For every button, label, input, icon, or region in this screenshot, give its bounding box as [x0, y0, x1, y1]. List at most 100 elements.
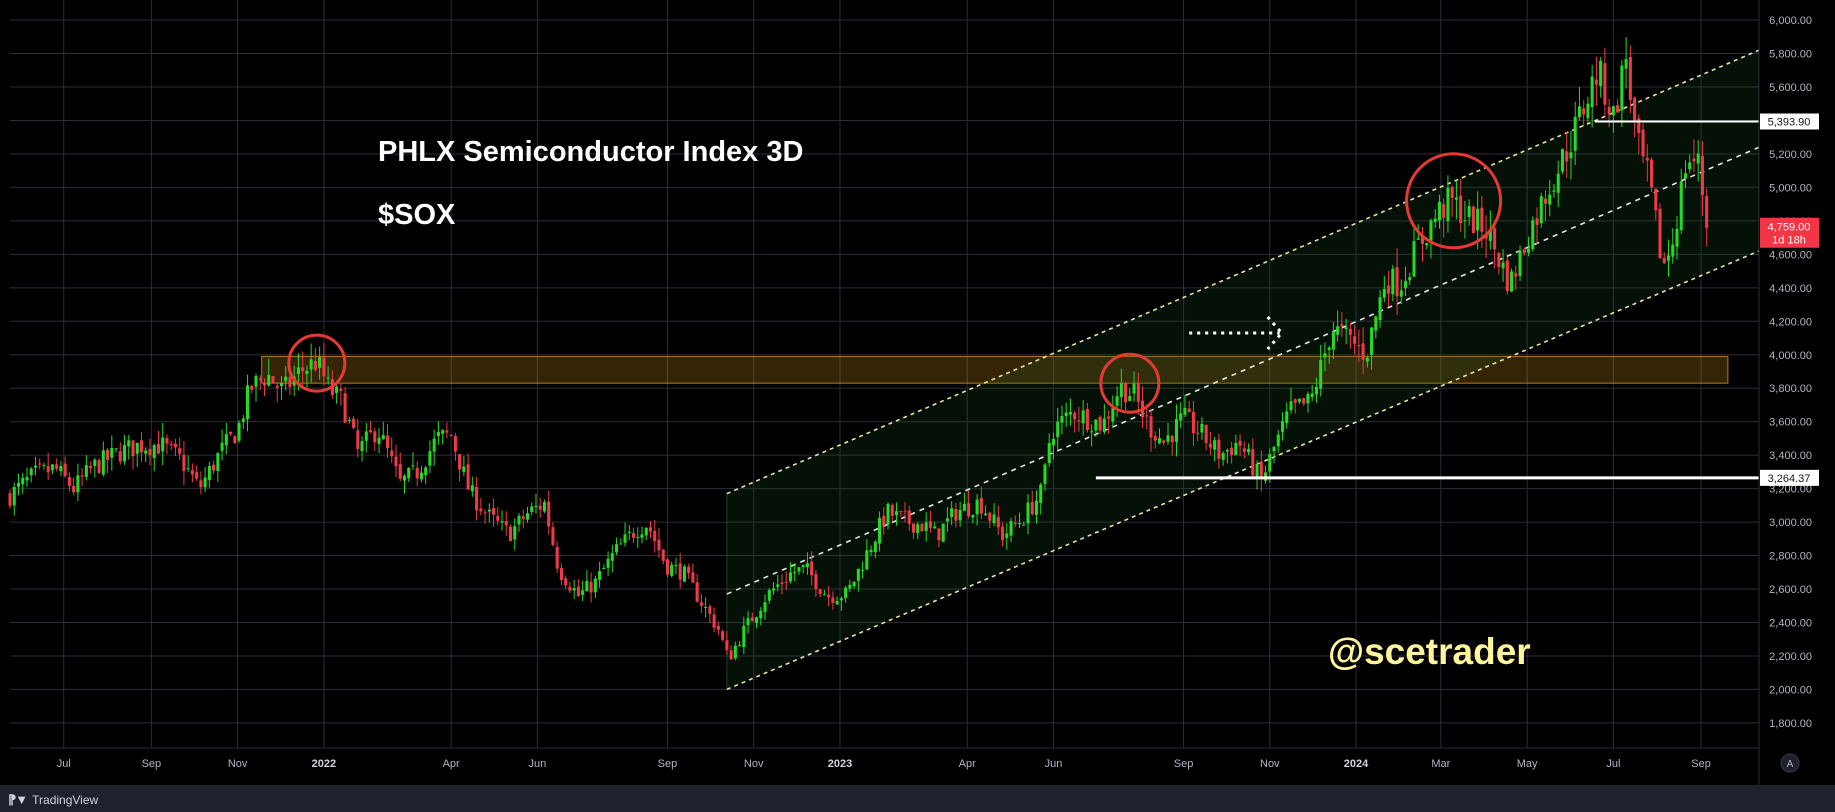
- candle-up: [1429, 220, 1433, 241]
- candle-up: [1425, 243, 1429, 246]
- price-tick-label: 2,400.00: [1769, 617, 1812, 629]
- candle-up: [1060, 416, 1064, 423]
- candle-down: [1204, 424, 1208, 444]
- candle-down: [80, 475, 84, 477]
- candle-up: [1081, 410, 1085, 424]
- candle-down: [118, 451, 122, 462]
- candle-up: [1446, 187, 1450, 222]
- current-price-countdown: 1d 18h: [1772, 235, 1806, 247]
- time-tick-label: 2022: [312, 758, 336, 770]
- price-tick-label: 5,600.00: [1769, 82, 1812, 94]
- price-tag-label: 5,393.90: [1768, 117, 1811, 129]
- candle-down: [814, 574, 818, 590]
- time-tick-label: 2023: [828, 758, 852, 770]
- candle-down: [1353, 336, 1357, 344]
- candle-up: [793, 571, 797, 573]
- candle-down: [648, 527, 653, 532]
- candle-up: [610, 553, 614, 561]
- time-tick-label: Apr: [959, 758, 976, 770]
- candle-up: [1331, 332, 1335, 350]
- candle-down: [195, 472, 199, 479]
- candle-up: [975, 499, 979, 515]
- candle-down: [131, 440, 135, 457]
- candle-up: [984, 513, 988, 516]
- candle-down: [1145, 415, 1149, 417]
- candle-down: [996, 516, 1000, 528]
- candle-up: [1094, 419, 1098, 431]
- candle-up: [1157, 438, 1162, 444]
- candle-down: [398, 464, 402, 479]
- candle-up: [1247, 448, 1251, 453]
- price-tick-label: 5,000.00: [1769, 182, 1812, 194]
- candle-down: [449, 434, 453, 436]
- candle-up: [1416, 238, 1420, 240]
- candle-down: [106, 449, 110, 460]
- candle-down: [288, 377, 292, 388]
- price-tag-bg: [1760, 113, 1819, 130]
- candle-down: [483, 512, 487, 514]
- candle-down: [632, 533, 636, 538]
- candle-up: [436, 431, 440, 436]
- tradingview-brand[interactable]: ⁋▼ TradingView: [8, 792, 98, 808]
- candle-down: [1700, 155, 1704, 196]
- candle-up: [1611, 106, 1615, 116]
- candle-up: [1501, 262, 1505, 269]
- candle-up: [1408, 277, 1412, 281]
- price-axis-panel[interactable]: [1759, 0, 1835, 785]
- candle-down: [1705, 196, 1709, 228]
- candle-up: [144, 450, 148, 454]
- candle-down: [373, 431, 377, 443]
- candle-down: [453, 436, 457, 452]
- candle-down: [1565, 151, 1569, 162]
- chart-subtitle: $SOX: [378, 199, 456, 231]
- candle-down: [1001, 526, 1005, 541]
- candle-up: [93, 459, 97, 467]
- candle-down: [979, 497, 983, 514]
- candle-down: [1658, 208, 1662, 259]
- candle-up: [1285, 411, 1289, 424]
- candle-up: [1022, 524, 1026, 526]
- candle-up: [42, 464, 46, 466]
- candle-down: [568, 586, 572, 591]
- candle-up: [254, 376, 258, 387]
- candle-down: [1170, 435, 1174, 443]
- candle-up: [606, 558, 610, 568]
- channel-upper-line: [726, 49, 1760, 495]
- candle-down: [415, 467, 419, 479]
- candle-up: [335, 386, 339, 394]
- candle-up: [1314, 386, 1318, 395]
- candle-up: [670, 564, 674, 576]
- auto-scale-button[interactable]: A: [1780, 753, 1800, 773]
- candle-up: [1336, 326, 1340, 335]
- candle-up: [1056, 421, 1060, 438]
- candle-down: [551, 527, 555, 545]
- candle-up: [1569, 152, 1573, 159]
- candle-up: [835, 601, 839, 605]
- price-tick-label: 4,200.00: [1769, 316, 1812, 328]
- candle-up: [759, 610, 763, 619]
- candle-up: [674, 564, 678, 566]
- candle-up: [1268, 453, 1272, 472]
- candle-up: [962, 503, 966, 511]
- candle-up: [207, 466, 211, 481]
- candle-down: [165, 437, 169, 444]
- candle-down: [1582, 108, 1586, 115]
- candle-up: [886, 503, 890, 525]
- price-chart[interactable]: PHLX Semiconductor Index 3D $SOX @scetra…: [0, 0, 1835, 785]
- candle-up: [1026, 502, 1030, 524]
- candle-up: [487, 509, 491, 512]
- candle-up: [856, 568, 860, 581]
- candle-down: [1442, 204, 1446, 218]
- candle-up: [572, 588, 576, 591]
- time-tick-label: Jun: [1045, 758, 1063, 770]
- time-tick-label: 2024: [1344, 758, 1369, 770]
- candle-up: [1068, 412, 1072, 415]
- candle-down: [1098, 416, 1102, 431]
- candle-down: [479, 508, 483, 512]
- candle-up: [1518, 250, 1522, 276]
- candle-down: [445, 430, 449, 433]
- candle-down: [190, 470, 194, 475]
- highlight-circle: [1099, 352, 1161, 414]
- horizontal-lines: [1095, 120, 1759, 480]
- candle-up: [470, 485, 474, 492]
